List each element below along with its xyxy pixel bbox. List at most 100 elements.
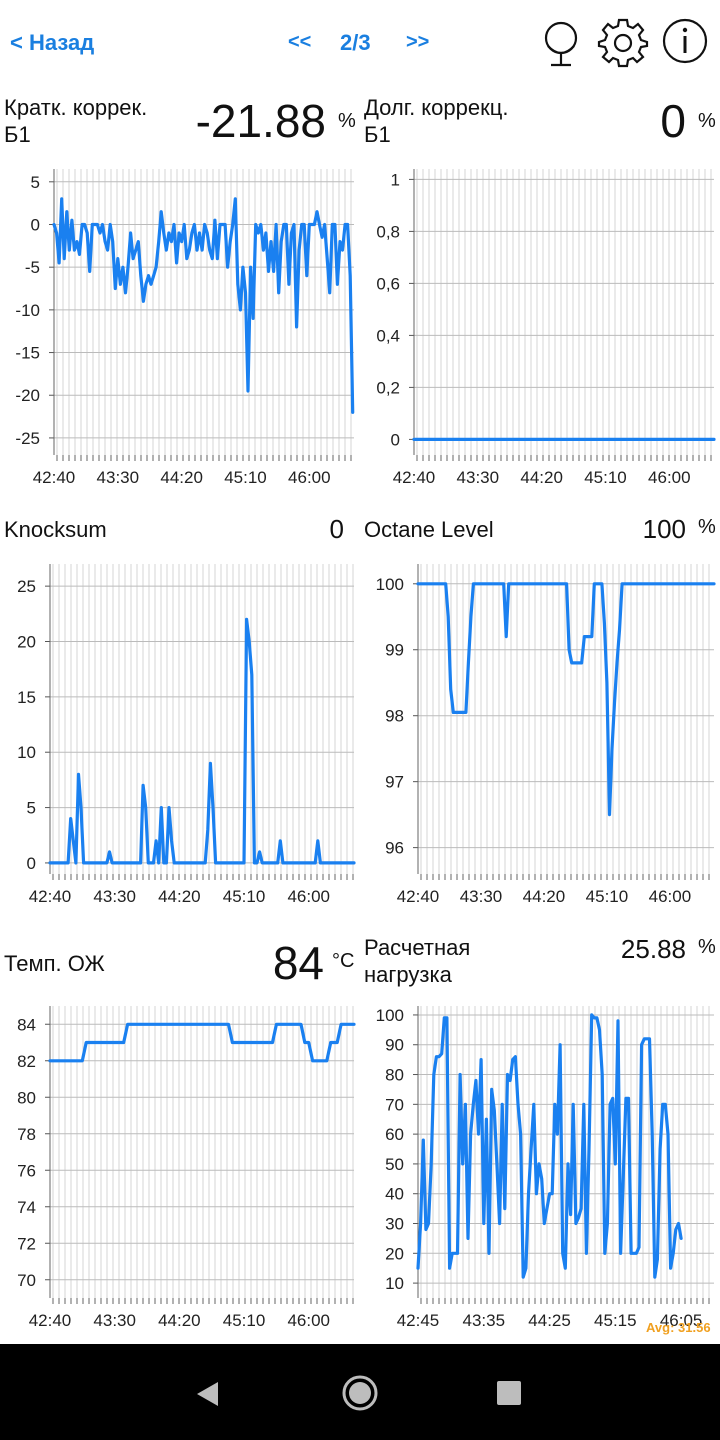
x-tick-label: 45:10: [584, 468, 627, 487]
gear-icon[interactable]: [596, 16, 650, 70]
chart-long-trim: 1 0,8 0,6 0,4 0,2 0 42:40 43:30 44:20 45:10 46:00: [376, 169, 716, 487]
y-tick-label: 0: [31, 215, 40, 234]
y-tick-label: 60: [385, 1125, 404, 1144]
panel-octane-level: Octane Level 100 % 100 99 98 97 96 42:40 43:30…: [360, 510, 720, 920]
y-tick-label: -5: [25, 258, 40, 277]
x-tick-label: 45:10: [224, 468, 267, 487]
panel-value: 84: [272, 937, 324, 989]
y-tick-label: 96: [385, 839, 404, 858]
y-tick-label: 100: [376, 575, 404, 594]
y-tick-label: 70: [385, 1095, 404, 1114]
chart-calculated-load: 100 90 80 70 60 50 40 30 20 10 42:45 43:35 44:25 45:1…: [376, 1006, 714, 1330]
y-tick-label: 20: [17, 633, 36, 652]
panel-title: Octane Level: [364, 517, 494, 542]
y-tick-label: 0,8: [376, 222, 400, 241]
y-tick-label: 1: [391, 170, 400, 189]
x-tick-label: 45:10: [223, 1311, 266, 1330]
y-tick-label: 74: [17, 1198, 36, 1217]
panel-value: 100: [642, 514, 686, 544]
panel-value: -21.88: [195, 95, 326, 147]
x-tick-label: 44:20: [523, 887, 566, 906]
avg-watermark: Avg: 31.56: [646, 1320, 711, 1335]
x-tick-label: 44:20: [520, 468, 563, 487]
x-tick-label: 44:20: [158, 1311, 201, 1330]
y-tick-label: 30: [385, 1215, 404, 1234]
y-tick-label: 5: [27, 799, 36, 818]
y-tick-label: 15: [17, 688, 36, 707]
panel-unit: %: [698, 516, 716, 538]
x-tick-label: 44:20: [158, 887, 201, 906]
panel-title: Темп. ОЖ: [4, 951, 105, 976]
x-tick-label: 42:40: [33, 468, 76, 487]
prev-page-button[interactable]: <<: [288, 31, 312, 53]
y-tick-label: 76: [17, 1161, 36, 1180]
panel-coolant-temp: Темп. ОЖ 84 °C 84 82 80 78 76 74 72 70 42:40 43:3…: [0, 930, 360, 1342]
y-tick-label: 82: [17, 1052, 36, 1071]
x-tick-label: 43:30: [457, 468, 500, 487]
series-line: [52, 197, 355, 414]
info-icon[interactable]: [658, 16, 712, 70]
y-tick-label: 0,6: [376, 274, 400, 293]
panel-knocksum: Knocksum 0 25 20 15 10 5 0 42:40 43:30 44:20 45:1…: [0, 510, 360, 920]
x-tick-label: 43:35: [463, 1311, 506, 1330]
home-nav-icon[interactable]: [341, 1374, 379, 1412]
x-tick-label: 46:00: [287, 1311, 330, 1330]
y-tick-label: 78: [17, 1125, 36, 1144]
x-tick-label: 46:00: [649, 887, 692, 906]
y-tick-label: 0: [391, 430, 400, 449]
chart-knocksum: 25 20 15 10 5 0 42:40 43:30 44:20 45:10 46:00: [17, 564, 356, 906]
y-tick-label: -15: [15, 344, 40, 363]
y-tick-label: 25: [17, 577, 36, 596]
x-tick-label: 44:25: [528, 1311, 571, 1330]
x-tick-label: 42:40: [393, 468, 436, 487]
panel-unit: °C: [332, 950, 355, 972]
x-tick-label: 42:40: [29, 887, 72, 906]
x-tick-label: 44:20: [160, 468, 203, 487]
recents-nav-icon[interactable]: [496, 1380, 522, 1406]
series-line: [416, 1013, 683, 1279]
panel-long-trim: Долг. коррекц. Б1 0 % 1 0,8 0,6 0,4 0,2 0 42:4…: [360, 90, 720, 495]
panel-unit: %: [698, 936, 716, 958]
panel-value: 0: [660, 95, 686, 147]
x-tick-label: 46:00: [287, 887, 330, 906]
x-tick-label: 45:10: [223, 887, 266, 906]
y-tick-label: 72: [17, 1234, 36, 1253]
x-tick-label: 46:05: [660, 1311, 703, 1330]
next-page-button[interactable]: >>: [406, 31, 430, 53]
back-button[interactable]: < Назад: [10, 30, 95, 55]
panel-calculated-load: Расчетная нагрузка 25.88 % 100 90 80 70 60 50…: [360, 930, 720, 1342]
y-tick-label: -20: [15, 386, 40, 405]
panel-title: Кратк. коррек. Б1: [4, 95, 148, 147]
y-tick-label: 70: [17, 1271, 36, 1290]
x-tick-label: 43:30: [93, 1311, 136, 1330]
x-tick-label: 46:00: [648, 468, 691, 487]
series-line: [48, 1022, 356, 1063]
y-tick-label: 20: [385, 1244, 404, 1263]
y-tick-label: 5: [31, 173, 40, 192]
panel-short-trim: Кратк. коррек. Б1 -21.88 % 5 0 -5 -10 -15 -20…: [0, 90, 360, 495]
x-tick-label: 43:30: [93, 887, 136, 906]
chart-coolant-temp: 84 82 80 78 76 74 72 70 42:40 43:30 44:20 45:10 46:0…: [17, 1006, 356, 1330]
y-tick-label: 80: [385, 1066, 404, 1085]
x-tick-label: 46:00: [288, 468, 331, 487]
y-tick-label: 50: [385, 1155, 404, 1174]
panel-title: Расчетная нагрузка: [364, 935, 471, 987]
y-tick-label: 10: [17, 743, 36, 762]
series-line: [416, 582, 716, 817]
series-line: [48, 617, 356, 865]
y-tick-label: 97: [385, 773, 404, 792]
top-bar: < Назад << 2/3 >>: [0, 0, 720, 86]
panel-title: Knocksum: [4, 517, 107, 542]
y-tick-label: 99: [385, 641, 404, 660]
y-tick-label: 90: [385, 1036, 404, 1055]
y-tick-label: -25: [15, 429, 40, 448]
y-tick-label: 80: [17, 1088, 36, 1107]
system-nav-bar: [0, 1344, 720, 1440]
y-tick-label: 0: [27, 854, 36, 873]
y-tick-label: 10: [385, 1274, 404, 1293]
back-nav-icon[interactable]: [192, 1378, 224, 1410]
y-tick-label: 100: [376, 1006, 404, 1025]
globe-icon[interactable]: [534, 16, 588, 70]
page-indicator: 2/3: [340, 30, 371, 55]
panel-value: 0: [329, 514, 344, 544]
